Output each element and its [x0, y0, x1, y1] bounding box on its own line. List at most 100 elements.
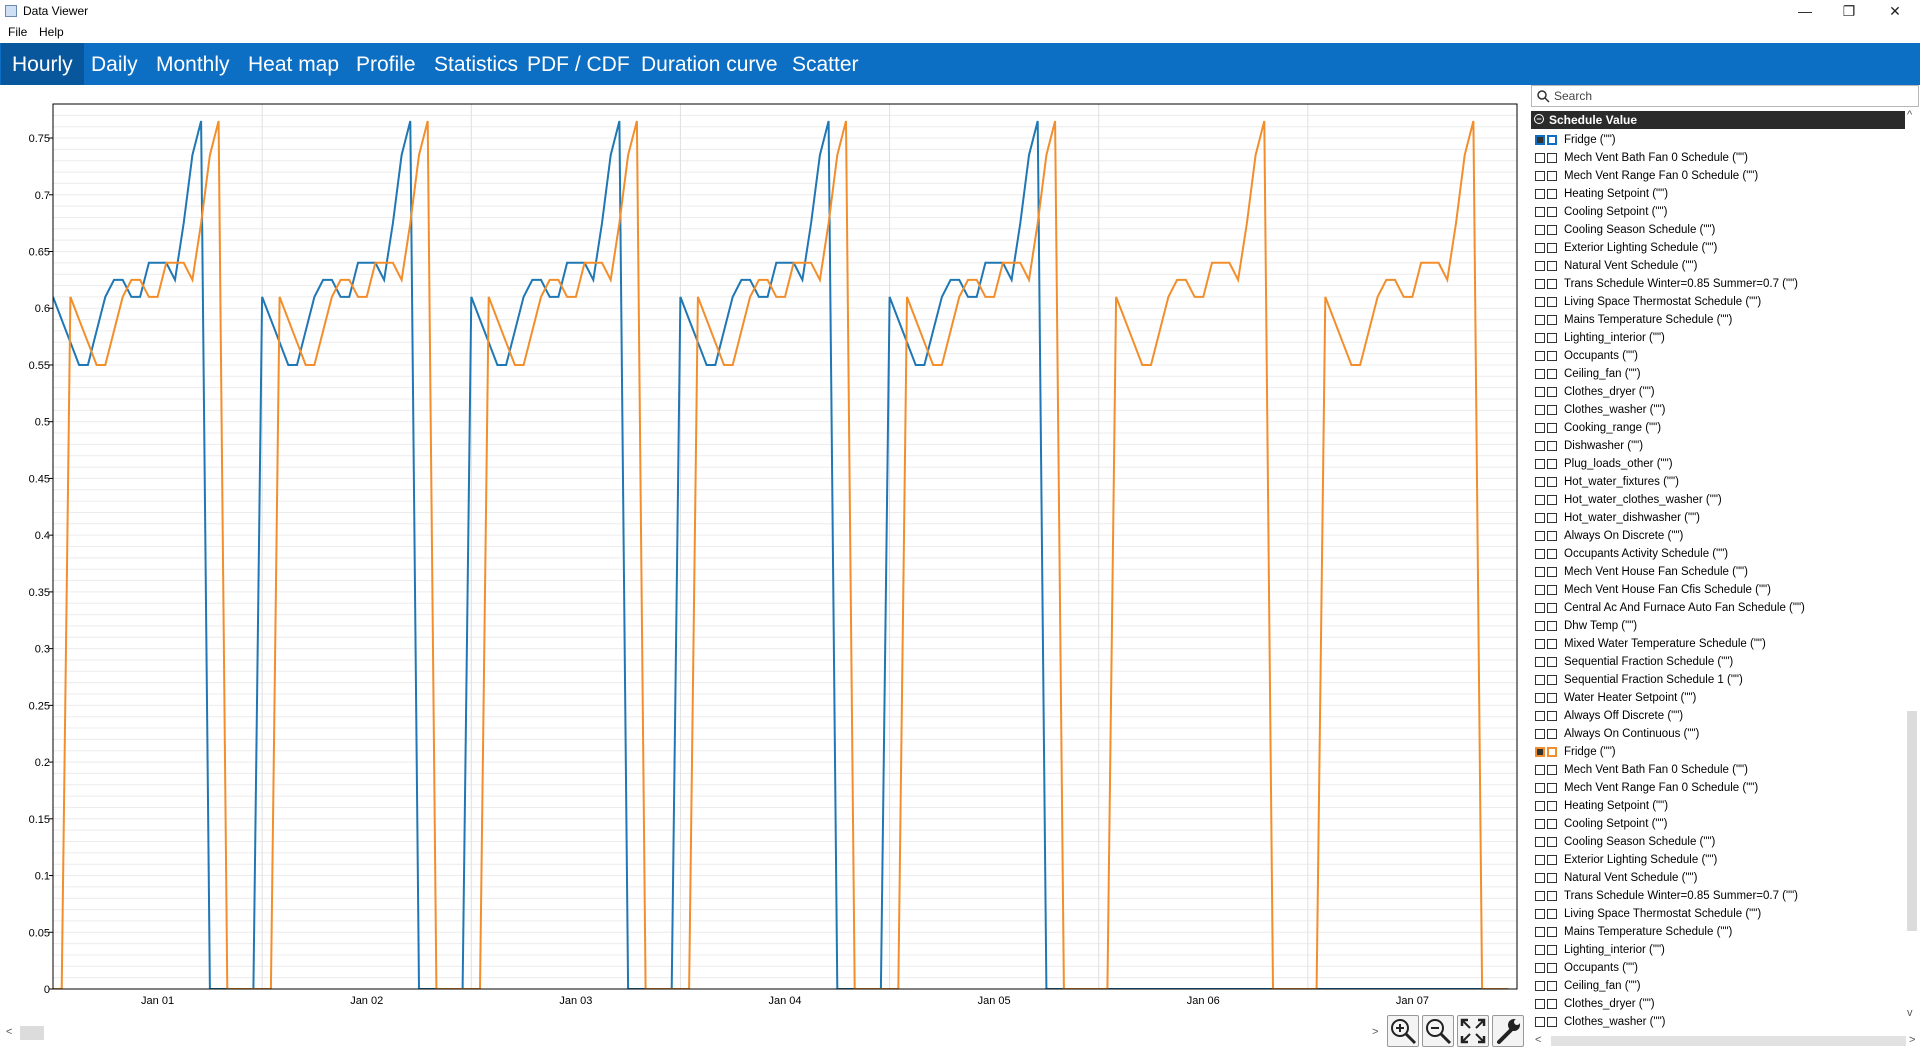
list-item[interactable]: Sequential Fraction Schedule 1 (""): [1531, 672, 1905, 690]
list-item[interactable]: Lighting_interior (""): [1531, 942, 1905, 960]
checkbox-right[interactable]: [1547, 315, 1557, 325]
panel-scroll-left-icon[interactable]: <: [1535, 1034, 1542, 1046]
checkbox-right[interactable]: [1547, 495, 1557, 505]
checkbox-right[interactable]: [1547, 999, 1557, 1009]
checkbox-left[interactable]: [1535, 963, 1545, 973]
checkbox-right[interactable]: [1547, 207, 1557, 217]
checkbox-right[interactable]: [1547, 153, 1557, 163]
horizontal-scroll-thumb[interactable]: [20, 1026, 44, 1040]
vertical-scrollbar[interactable]: ^ v: [1904, 109, 1920, 1023]
list-item[interactable]: Cooling Setpoint (""): [1531, 816, 1905, 834]
checkbox-left[interactable]: [1535, 837, 1545, 847]
checkbox-right[interactable]: [1547, 513, 1557, 523]
list-item[interactable]: Mixed Water Temperature Schedule (""): [1531, 636, 1905, 654]
fit-screen-icon[interactable]: [1457, 1015, 1489, 1047]
scroll-up-icon[interactable]: ^: [1907, 109, 1913, 121]
checkbox-left[interactable]: [1535, 873, 1545, 883]
chart-area[interactable]: 0 0.05 0.1 0.15 0.2 0.25 0.3 0.35 0.4 0.45 0.5 0.55…: [0, 96, 1522, 1028]
vertical-scroll-thumb[interactable]: [1907, 711, 1917, 931]
list-item[interactable]: Heating Setpoint (""): [1531, 186, 1905, 204]
checkbox-left[interactable]: [1535, 711, 1545, 721]
checkbox-right[interactable]: [1547, 459, 1557, 469]
checkbox-left[interactable]: [1535, 261, 1545, 271]
tab-monthly[interactable]: Monthly: [156, 53, 230, 76]
checkbox-right[interactable]: [1547, 981, 1557, 991]
checkbox-right[interactable]: [1547, 639, 1557, 649]
checkbox-right[interactable]: [1547, 225, 1557, 235]
menu-file[interactable]: File: [8, 25, 28, 39]
list-item[interactable]: Always On Discrete (""): [1531, 528, 1905, 546]
list-item[interactable]: Plug_loads_other (""): [1531, 456, 1905, 474]
checkbox-right[interactable]: [1547, 945, 1557, 955]
checkbox-left[interactable]: [1535, 459, 1545, 469]
list-item[interactable]: Fridge (""): [1531, 744, 1905, 762]
list-item[interactable]: Sequential Fraction Schedule (""): [1531, 654, 1905, 672]
checkbox-left[interactable]: [1535, 225, 1545, 235]
list-item[interactable]: Cooling Season Schedule (""): [1531, 834, 1905, 852]
list-item[interactable]: Dhw Temp (""): [1531, 618, 1905, 636]
checkbox-right[interactable]: [1547, 135, 1557, 145]
checkbox-right[interactable]: [1547, 549, 1557, 559]
list-item[interactable]: Clothes_washer (""): [1531, 1014, 1905, 1032]
checkbox-right[interactable]: [1547, 837, 1557, 847]
checkbox-left[interactable]: [1535, 891, 1545, 901]
checkbox-right[interactable]: [1547, 441, 1557, 451]
checkbox-right[interactable]: [1547, 729, 1557, 739]
tab-profile[interactable]: Profile: [356, 53, 416, 76]
checkbox-left[interactable]: [1535, 801, 1545, 811]
list-item[interactable]: Lighting_interior (""): [1531, 330, 1905, 348]
checkbox-left[interactable]: [1535, 513, 1545, 523]
checkbox-right[interactable]: [1547, 477, 1557, 487]
checkbox-right[interactable]: [1547, 963, 1557, 973]
checkbox-right[interactable]: [1547, 747, 1557, 757]
list-item[interactable]: Mech Vent Range Fan 0 Schedule (""): [1531, 780, 1905, 798]
checkbox-left[interactable]: [1535, 999, 1545, 1009]
checkbox-right[interactable]: [1547, 333, 1557, 343]
list-item[interactable]: Fridge (""): [1531, 132, 1905, 150]
checkbox-right[interactable]: [1547, 423, 1557, 433]
list-item[interactable]: Always On Continuous (""): [1531, 726, 1905, 744]
checkbox-left[interactable]: [1535, 387, 1545, 397]
checkbox-right[interactable]: [1547, 603, 1557, 613]
checkbox-right[interactable]: [1547, 873, 1557, 883]
list-item[interactable]: Exterior Lighting Schedule (""): [1531, 240, 1905, 258]
checkbox-left[interactable]: [1535, 927, 1545, 937]
tab-hourly[interactable]: Hourly: [1, 43, 84, 85]
list-item[interactable]: Exterior Lighting Schedule (""): [1531, 852, 1905, 870]
checkbox-left[interactable]: [1535, 171, 1545, 181]
list-item[interactable]: Hot_water_clothes_washer (""): [1531, 492, 1905, 510]
minimize-button[interactable]: —: [1798, 3, 1812, 19]
tab-scatter[interactable]: Scatter: [792, 53, 859, 76]
checkbox-right[interactable]: [1547, 927, 1557, 937]
list-item[interactable]: Living Space Thermostat Schedule (""): [1531, 906, 1905, 924]
list-item[interactable]: Ceiling_fan (""): [1531, 366, 1905, 384]
list-item[interactable]: Occupants (""): [1531, 960, 1905, 978]
checkbox-right[interactable]: [1547, 891, 1557, 901]
checkbox-right[interactable]: [1547, 765, 1557, 775]
checkbox-left[interactable]: [1535, 549, 1545, 559]
horizontal-scrollbar[interactable]: < >: [0, 1023, 1387, 1043]
checkbox-left[interactable]: [1535, 351, 1545, 361]
checkbox-left[interactable]: [1535, 1017, 1545, 1027]
checkbox-left[interactable]: [1535, 729, 1545, 739]
checkbox-left[interactable]: [1535, 909, 1545, 919]
checkbox-right[interactable]: [1547, 657, 1557, 667]
line-chart[interactable]: 0 0.05 0.1 0.15 0.2 0.25 0.3 0.35 0.4 0.45 0.5 0.55…: [0, 96, 1522, 1028]
checkbox-right[interactable]: [1547, 279, 1557, 289]
checkbox-left[interactable]: [1535, 243, 1545, 253]
checkbox-right[interactable]: [1547, 567, 1557, 577]
settings-wrench-icon[interactable]: [1492, 1015, 1524, 1047]
checkbox-left[interactable]: [1535, 657, 1545, 667]
scroll-right-icon[interactable]: >: [1372, 1026, 1379, 1038]
list-item[interactable]: Hot_water_fixtures (""): [1531, 474, 1905, 492]
checkbox-right[interactable]: [1547, 369, 1557, 379]
checkbox-right[interactable]: [1547, 189, 1557, 199]
list-item[interactable]: Ceiling_fan (""): [1531, 978, 1905, 996]
list-item[interactable]: Living Space Thermostat Schedule (""): [1531, 294, 1905, 312]
checkbox-right[interactable]: [1547, 1017, 1557, 1027]
panel-scroll-right-icon[interactable]: >: [1909, 1034, 1916, 1046]
checkbox-left[interactable]: [1535, 855, 1545, 865]
checkbox-right[interactable]: [1547, 531, 1557, 541]
checkbox-right[interactable]: [1547, 405, 1557, 415]
checkbox-right[interactable]: [1547, 675, 1557, 685]
